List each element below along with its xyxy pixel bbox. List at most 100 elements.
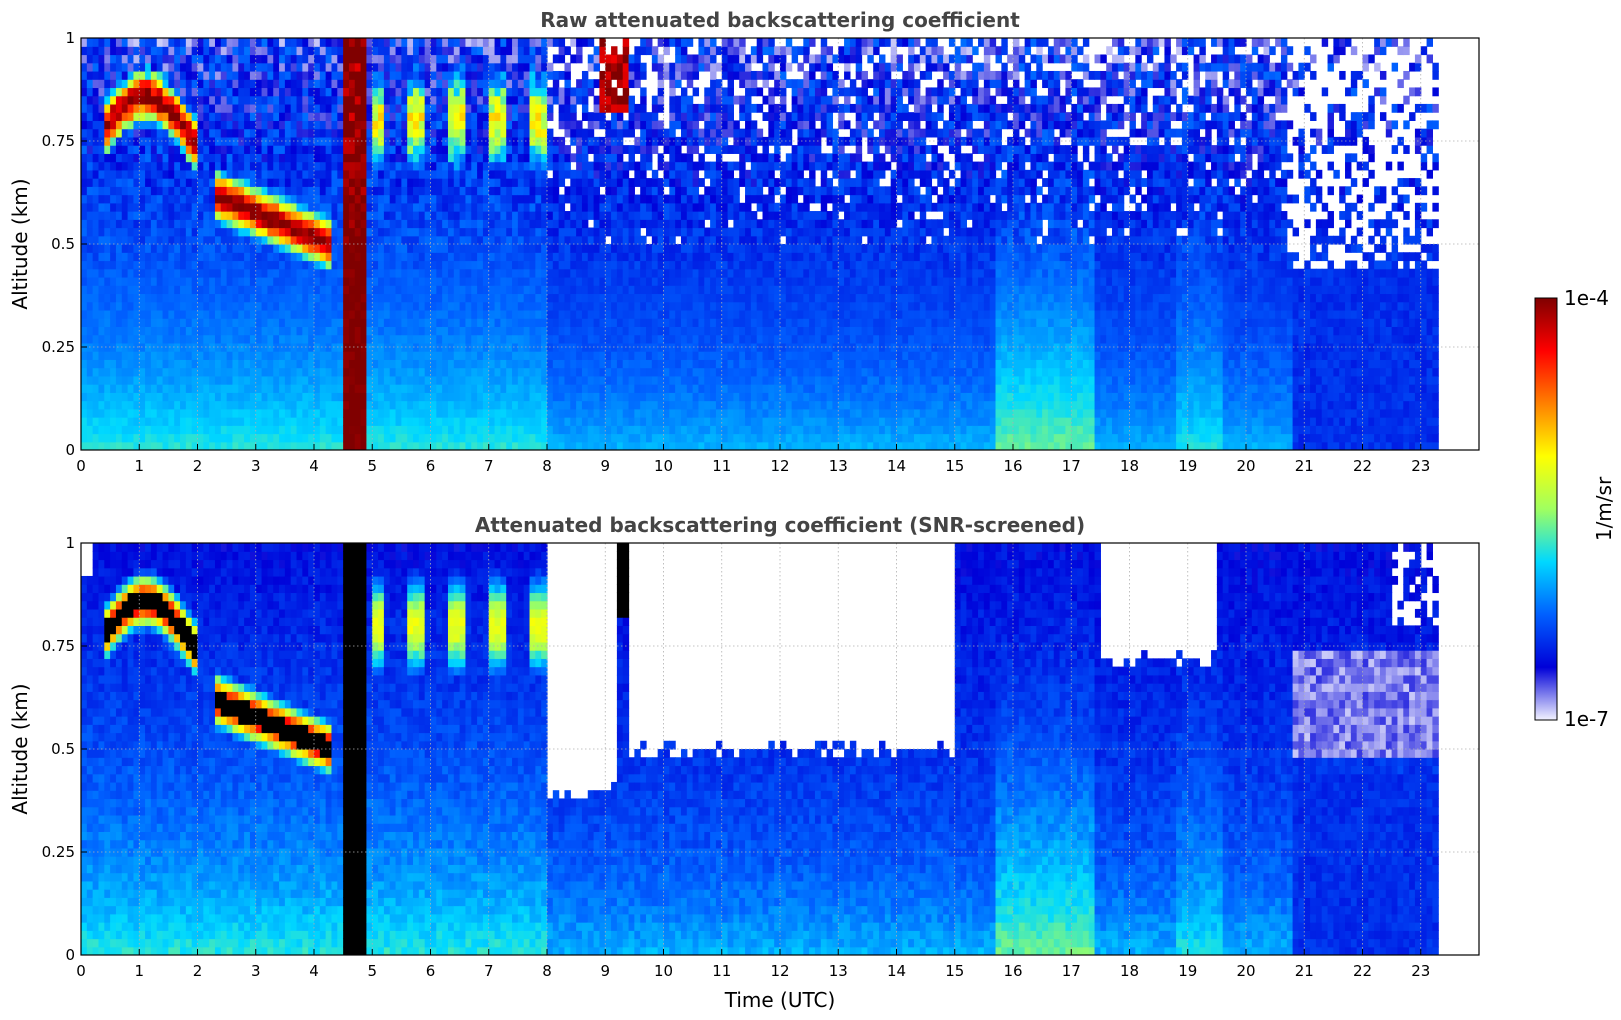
heat-cell xyxy=(401,235,408,245)
heat-cell xyxy=(174,219,181,229)
heat-cell xyxy=(657,95,665,105)
heat-cell xyxy=(220,309,228,319)
heat-cell xyxy=(605,334,612,344)
heat-cell xyxy=(348,417,356,426)
heat-cell xyxy=(162,392,169,402)
heat-cell xyxy=(401,153,408,163)
heat-cell xyxy=(447,46,455,56)
heat-cell xyxy=(593,276,601,286)
heat-cell xyxy=(150,408,158,418)
heat-cell xyxy=(110,79,117,89)
heat-cell xyxy=(238,425,245,435)
heat-cell xyxy=(92,128,100,138)
heat-cell xyxy=(482,441,490,450)
heat-cell xyxy=(646,433,653,443)
heat-cell xyxy=(331,392,338,402)
heat-cell xyxy=(523,202,531,212)
heat-cell xyxy=(290,384,298,393)
heat-cell xyxy=(139,384,146,393)
heat-cell xyxy=(651,186,659,196)
heat-cell xyxy=(255,169,263,179)
heat-cell xyxy=(372,219,379,229)
heat-cell xyxy=(127,153,135,163)
heat-cell xyxy=(337,276,344,286)
heat-cell xyxy=(110,301,117,311)
heat-cell xyxy=(663,293,670,303)
heat-cell xyxy=(430,408,437,418)
heat-cell xyxy=(290,211,298,220)
heat-cell xyxy=(395,202,402,212)
heat-cell xyxy=(226,276,234,286)
heat-cell xyxy=(529,161,536,171)
heat-cell xyxy=(249,120,257,130)
heat-cell xyxy=(337,417,344,426)
heat-cell xyxy=(168,367,175,377)
heat-cell xyxy=(156,70,164,80)
heat-cell xyxy=(482,285,490,295)
heat-cell xyxy=(139,87,146,97)
heat-cell xyxy=(413,433,420,443)
heat-cell xyxy=(611,145,618,154)
heat-cell xyxy=(110,153,117,163)
heat-cell xyxy=(104,433,111,443)
heat-cell xyxy=(325,375,333,385)
heat-cell xyxy=(348,408,356,418)
heat-cell xyxy=(494,351,501,360)
heat-cell xyxy=(500,367,507,377)
heat-cell xyxy=(500,293,507,303)
heat-cell xyxy=(180,392,187,402)
heat-cell xyxy=(150,103,158,113)
heat-cell xyxy=(203,178,210,187)
heat-cell xyxy=(418,103,426,113)
heat-cell xyxy=(378,95,385,105)
heat-cell xyxy=(325,211,333,220)
heat-cell xyxy=(261,202,268,212)
heat-cell xyxy=(366,235,373,245)
heat-cell xyxy=(232,244,239,253)
heat-cell xyxy=(145,441,152,450)
heat-cell xyxy=(92,285,100,295)
heat-cell xyxy=(343,70,350,80)
heat-cell xyxy=(447,211,455,220)
heat-cell xyxy=(296,235,303,245)
heat-cell xyxy=(220,211,228,220)
heat-cell xyxy=(541,194,548,204)
heat-cell xyxy=(203,309,210,319)
heat-cell xyxy=(657,384,665,393)
heat-cell xyxy=(517,87,525,97)
heat-cell xyxy=(506,219,513,229)
heat-cell xyxy=(395,128,402,138)
heat-cell xyxy=(197,112,204,121)
heat-cell xyxy=(599,79,606,89)
heat-cell xyxy=(139,54,146,64)
heat-cell xyxy=(279,120,286,130)
heat-cell xyxy=(447,87,455,97)
heat-cell xyxy=(115,318,123,327)
heat-cell xyxy=(424,276,432,286)
heat-cell xyxy=(308,95,315,105)
heat-cell xyxy=(267,194,274,204)
heat-cell xyxy=(395,235,402,245)
heat-cell xyxy=(506,70,513,80)
heat-cell xyxy=(104,417,111,426)
heat-cell xyxy=(220,433,228,443)
heat-cell xyxy=(372,169,379,179)
heat-cell xyxy=(616,194,624,204)
heat-cell xyxy=(296,202,303,212)
heat-cell xyxy=(214,186,222,196)
heat-cell xyxy=(424,384,432,393)
heat-cell xyxy=(570,417,577,426)
heat-cell xyxy=(482,219,490,229)
heat-cell xyxy=(145,268,152,278)
heat-cell xyxy=(331,235,338,245)
heat-cell xyxy=(308,178,315,187)
heat-cell xyxy=(319,120,327,130)
heat-cell xyxy=(413,392,420,402)
heat-cell xyxy=(232,194,239,204)
heat-cell xyxy=(372,211,379,220)
heat-cell xyxy=(506,186,513,196)
heat-cell xyxy=(587,120,595,130)
heat-cell xyxy=(587,54,595,64)
heat-cell xyxy=(413,120,420,130)
heat-cell xyxy=(249,128,257,138)
